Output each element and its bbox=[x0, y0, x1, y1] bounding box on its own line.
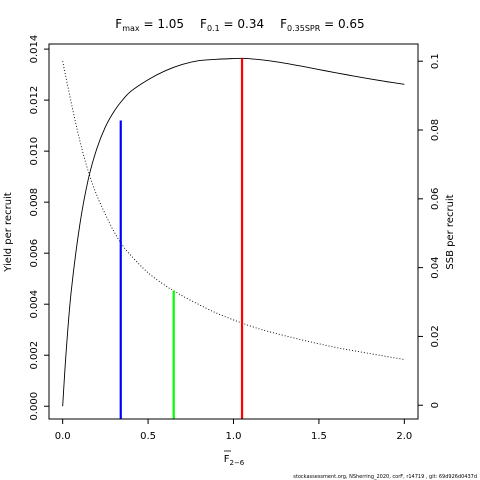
chart-title: Fmax = 1.05 F0.1 = 0.34 F0.35SPR = 0.65 bbox=[115, 17, 364, 33]
x-label-sub: 2−6 bbox=[229, 459, 244, 467]
title-main-1: F bbox=[200, 17, 207, 31]
y-right-tick-label: 0.06 bbox=[430, 188, 441, 210]
y-right-tick-label: 0.08 bbox=[430, 119, 441, 141]
y-right-tick-label: 0.02 bbox=[430, 325, 441, 347]
reference-lines bbox=[119, 58, 244, 419]
x-axis: 0.0 0.5 1.0 1.5 2.0 bbox=[55, 419, 412, 442]
footer-note: stockassessment.org, NSherring_2020, cor… bbox=[293, 474, 477, 480]
y-right-tick-label: 0.1 bbox=[430, 53, 441, 69]
plot-frame bbox=[48, 43, 419, 420]
title-main-2: F bbox=[280, 17, 287, 31]
title-main-0: F bbox=[115, 17, 122, 31]
title-value-2: = 0.65 bbox=[320, 17, 364, 31]
y-left-tick-label: 0.014 bbox=[29, 35, 40, 64]
y-right-tick-label: 0 bbox=[430, 402, 441, 408]
title-value-0: = 1.05 bbox=[140, 17, 184, 31]
title-sub-2: 0.35SPR bbox=[287, 24, 321, 33]
y-left-tick-label: 0.008 bbox=[29, 188, 40, 217]
x-axis-label: F2−6 bbox=[224, 454, 245, 467]
x-tick-label: 2.0 bbox=[396, 431, 412, 442]
title-sub-0: max bbox=[122, 24, 140, 33]
ssb-per-recruit-line bbox=[62, 61, 405, 360]
y-axis-right: 0 0.02 0.04 0.06 0.08 0.1 bbox=[418, 53, 441, 408]
y-axis-left-label: Yield per recruit bbox=[3, 192, 14, 273]
y-left-tick-label: 0.002 bbox=[29, 341, 40, 370]
y-left-tick-label: 0.010 bbox=[29, 137, 40, 166]
y-axis-left: 0.000 0.002 0.004 0.006 0.008 0.010 0.012 0.014 bbox=[29, 35, 49, 421]
x-tick-label: 1.5 bbox=[311, 431, 327, 442]
title-value-1: = 0.34 bbox=[220, 17, 264, 31]
yield-per-recruit-line bbox=[62, 57, 405, 407]
x-tick-label: 0.5 bbox=[140, 431, 156, 442]
x-tick-label: 0.0 bbox=[55, 431, 71, 442]
y-axis-right-label: SSB per recruit bbox=[445, 194, 456, 269]
series-layer bbox=[62, 57, 405, 407]
y-left-tick-label: 0.006 bbox=[29, 239, 40, 268]
title-sub-1: 0.1 bbox=[207, 24, 220, 33]
x-tick-label: 1.0 bbox=[226, 431, 242, 442]
y-left-tick-label: 0.012 bbox=[29, 86, 40, 115]
y-left-tick-label: 0.004 bbox=[29, 290, 40, 319]
y-right-tick-label: 0.04 bbox=[430, 256, 441, 278]
y-left-tick-label: 0.000 bbox=[29, 392, 40, 421]
x-label-main: F bbox=[224, 454, 230, 465]
